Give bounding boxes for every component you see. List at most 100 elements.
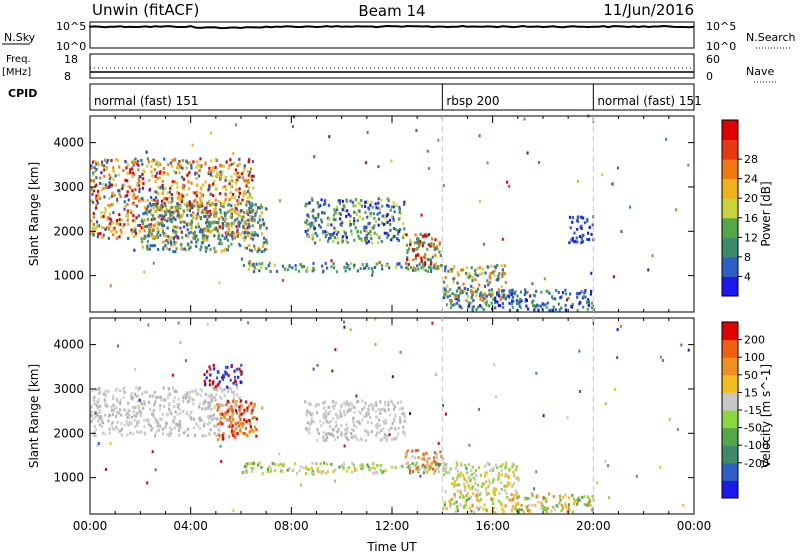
data-cell	[132, 432, 135, 436]
data-cell	[180, 200, 183, 204]
data-cell	[151, 203, 155, 207]
data-cell	[357, 201, 360, 205]
data-cell	[508, 291, 511, 295]
data-cell	[436, 456, 439, 460]
data-cell	[243, 164, 246, 168]
data-cell	[92, 212, 95, 216]
data-cell	[487, 478, 490, 482]
data-cell	[195, 225, 198, 229]
data-cell	[180, 197, 183, 201]
data-cell	[172, 420, 175, 424]
data-cell	[234, 181, 238, 185]
data-cell	[491, 480, 495, 484]
data-cell	[236, 432, 239, 436]
data-cell	[141, 217, 144, 221]
data-cell	[427, 233, 430, 236]
data-cell	[310, 466, 313, 470]
data-cell	[134, 228, 137, 232]
data-cell	[215, 376, 219, 380]
data-cell	[329, 432, 332, 436]
data-cell	[453, 293, 456, 297]
data-cell	[238, 410, 241, 414]
data-cell-sparse	[388, 433, 391, 437]
data-cell	[429, 266, 432, 270]
data-cell	[526, 307, 530, 311]
data-cell	[177, 213, 180, 217]
data-cell	[251, 215, 254, 219]
data-cell	[367, 266, 370, 270]
colorbar-swatch-7	[722, 357, 738, 376]
data-cell	[186, 204, 189, 208]
data-cell	[384, 400, 387, 404]
data-cell-sparse	[365, 161, 368, 165]
data-cell	[119, 398, 122, 402]
data-cell	[179, 205, 182, 209]
data-cell	[333, 236, 336, 240]
data-cell	[288, 466, 291, 470]
cpid-label: CPID	[8, 87, 37, 100]
data-cell	[217, 217, 221, 221]
data-cell	[545, 499, 548, 503]
colorbar-tick-label-5: -50	[744, 422, 762, 435]
data-cell-sparse	[619, 324, 622, 328]
data-cell	[178, 420, 181, 424]
data-cell-sparse	[94, 411, 97, 415]
nsearch-label: N.Search	[746, 31, 796, 44]
data-cell	[137, 181, 140, 185]
data-cell	[209, 247, 212, 251]
data-cell	[233, 429, 236, 433]
data-cell	[247, 213, 250, 217]
data-cell	[230, 162, 233, 166]
data-cell	[246, 406, 249, 410]
data-cell	[511, 306, 514, 309]
data-cell	[353, 423, 356, 427]
data-cell	[127, 237, 130, 240]
data-cell	[335, 208, 339, 212]
data-cell	[160, 204, 163, 208]
data-cell	[354, 226, 357, 230]
data-cell	[518, 301, 521, 305]
data-cell	[241, 218, 244, 222]
data-cell	[464, 503, 467, 507]
data-cell	[332, 240, 335, 243]
data-cell	[166, 209, 169, 213]
data-cell	[252, 466, 255, 470]
data-cell	[229, 158, 232, 162]
data-cell	[330, 432, 333, 436]
data-cell	[152, 158, 155, 162]
data-cell	[490, 497, 493, 501]
data-cell	[483, 503, 486, 507]
data-cell	[454, 483, 457, 487]
data-cell	[238, 220, 241, 224]
data-cell	[363, 229, 366, 232]
data-cell	[120, 218, 123, 222]
data-cell	[161, 191, 164, 195]
data-cell-sparse	[463, 477, 466, 481]
data-cell	[156, 227, 159, 230]
data-cell	[121, 427, 124, 431]
data-cell	[252, 270, 255, 274]
data-cell	[309, 224, 312, 228]
data-cell	[222, 403, 225, 407]
data-cell	[161, 240, 164, 244]
data-cell	[202, 208, 205, 212]
data-cell	[131, 396, 134, 399]
data-cell	[535, 289, 538, 293]
data-cell	[208, 209, 211, 213]
data-cell	[245, 184, 248, 188]
data-cell	[357, 420, 360, 424]
data-cell	[207, 200, 211, 204]
data-cell	[473, 471, 476, 475]
data-cell	[323, 461, 326, 465]
data-cell	[118, 408, 122, 412]
data-cell	[387, 233, 390, 237]
data-cell	[131, 189, 134, 193]
data-cell	[93, 395, 96, 399]
data-cell	[187, 187, 191, 191]
data-cell	[350, 435, 353, 439]
data-cell	[199, 393, 202, 397]
data-cell	[247, 173, 250, 177]
data-cell	[406, 265, 409, 269]
data-cell	[220, 164, 223, 168]
data-cell	[196, 183, 199, 187]
